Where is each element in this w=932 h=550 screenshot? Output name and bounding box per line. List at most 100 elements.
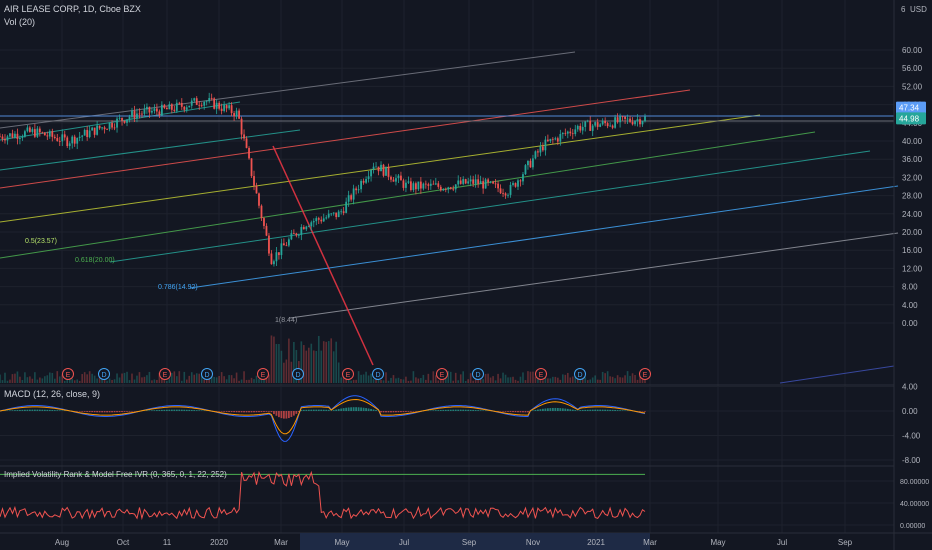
- volume-bar: [325, 341, 328, 383]
- macd-histogram-bar: [312, 409, 315, 411]
- macd-histogram-bar: [429, 410, 432, 411]
- candle-body: [208, 98, 211, 102]
- candle-body: [33, 129, 36, 137]
- volume-bar: [601, 371, 604, 383]
- trend-line: [289, 232, 899, 319]
- candle-body: [228, 105, 231, 109]
- volume-bar: [61, 374, 64, 383]
- volume-bar: [554, 376, 557, 383]
- ivr-tick-label: 0.00000: [900, 523, 925, 530]
- macd-line: [0, 395, 646, 442]
- macd-histogram-bar: [601, 409, 604, 411]
- volume-bar: [0, 374, 1, 383]
- volume-bar: [430, 380, 432, 383]
- candle-body: [14, 133, 16, 138]
- macd-histogram-bar: [273, 411, 275, 415]
- candle-body: [21, 136, 24, 138]
- volume-bar: [392, 375, 395, 383]
- volume-bar: [51, 372, 54, 383]
- volume-bar: [512, 376, 514, 383]
- trend-line: [272, 145, 374, 366]
- candle-body: [126, 119, 128, 123]
- ivr-axis[interactable]: 80.00000 40.00000 0.00000: [900, 479, 929, 530]
- symbol-title[interactable]: AIR LEASE CORP, 1D, Cboe BZX: [4, 4, 141, 14]
- time-axis[interactable]: Aug Oct 11 2020 Mar May Jul Sep Nov 2021 Mar May Jul…: [55, 538, 853, 547]
- ivr-panel: [0, 470, 646, 521]
- macd-histogram-bar: [310, 409, 313, 411]
- candle-body: [549, 138, 552, 142]
- macd-histogram-bar: [128, 411, 131, 412]
- candle-body: [574, 129, 577, 135]
- volume-legend[interactable]: Vol (20): [4, 17, 35, 27]
- volume-bar: [11, 374, 14, 383]
- volume-bar: [395, 378, 397, 383]
- candle-body: [639, 119, 641, 125]
- candle-body: [579, 125, 582, 131]
- marker-label: E: [66, 372, 71, 379]
- macd-histogram-bar: [332, 410, 335, 411]
- candle-body: [250, 158, 253, 177]
- volume-bar: [300, 341, 303, 383]
- fib-labels: 0.5(23.57) 0.618(20.00) 0.786(14.92) 1(8.44…: [25, 238, 297, 324]
- candle-body: [474, 179, 477, 184]
- macd-legend[interactable]: MACD (12, 26, close, 9): [4, 389, 100, 399]
- macd-histogram-bar: [198, 410, 201, 411]
- candle-body: [136, 113, 138, 119]
- candle-body: [482, 181, 485, 189]
- volume-bar: [126, 371, 128, 383]
- macd-histogram-bar: [502, 411, 504, 412]
- candle-body: [554, 138, 557, 140]
- marker-label: E: [643, 372, 648, 379]
- macd-axis[interactable]: 4.00 0.00 -4.00 -8.00: [902, 383, 921, 466]
- volume-bar: [479, 376, 482, 383]
- candle-body: [507, 194, 509, 196]
- macd-histogram-bar: [599, 409, 602, 411]
- candle-body: [215, 102, 218, 109]
- marker-label: D: [475, 372, 480, 379]
- candle-body: [19, 137, 21, 140]
- macd-histogram-bar: [106, 411, 108, 413]
- macd-histogram-bar: [342, 408, 345, 411]
- ivr-legend[interactable]: Implied Volatility Rank & Model Free IVR…: [4, 470, 227, 479]
- candle-body: [118, 117, 121, 119]
- candle-body: [143, 109, 146, 114]
- candle-body: [96, 125, 99, 135]
- candle-body: [569, 131, 572, 134]
- candle-body: [263, 218, 265, 226]
- candle-body: [541, 146, 544, 151]
- candle-body: [487, 179, 490, 183]
- candle-body: [76, 137, 79, 144]
- candle-body: [437, 183, 440, 187]
- volume-bar: [542, 380, 544, 383]
- candle-body: [188, 105, 191, 108]
- volume-bar: [24, 372, 26, 383]
- macd-histogram-bar: [36, 409, 39, 411]
- currency-label: USD: [910, 5, 927, 14]
- macd-histogram-bar: [96, 411, 99, 413]
- volume-bar: [31, 378, 34, 383]
- candle-body: [151, 110, 153, 113]
- candle-body: [165, 107, 168, 110]
- candle-body: [641, 121, 644, 125]
- macd-histogram-bar: [325, 409, 328, 411]
- macd-histogram-bar: [123, 411, 126, 412]
- volume-bar: [215, 377, 218, 383]
- macd-histogram-bar: [168, 409, 171, 411]
- volume-bar: [442, 379, 445, 383]
- macd-histogram-bar: [444, 409, 447, 411]
- volume-bar: [372, 379, 375, 383]
- candle-body: [292, 233, 295, 234]
- candle-body: [233, 113, 235, 117]
- volume-bar: [327, 341, 330, 383]
- candle-body: [4, 138, 6, 141]
- macd-histogram-bar: [347, 407, 350, 411]
- macd-histogram-bar: [233, 411, 235, 413]
- candle-body: [644, 116, 646, 122]
- volume-bar: [158, 372, 161, 383]
- macd-histogram-bar: [230, 411, 233, 413]
- candle-body: [253, 176, 255, 186]
- price-axis[interactable]: 60.0056.0052.0048.0044.0040.0036.0032.00…: [902, 46, 923, 328]
- volume-bar: [517, 380, 519, 383]
